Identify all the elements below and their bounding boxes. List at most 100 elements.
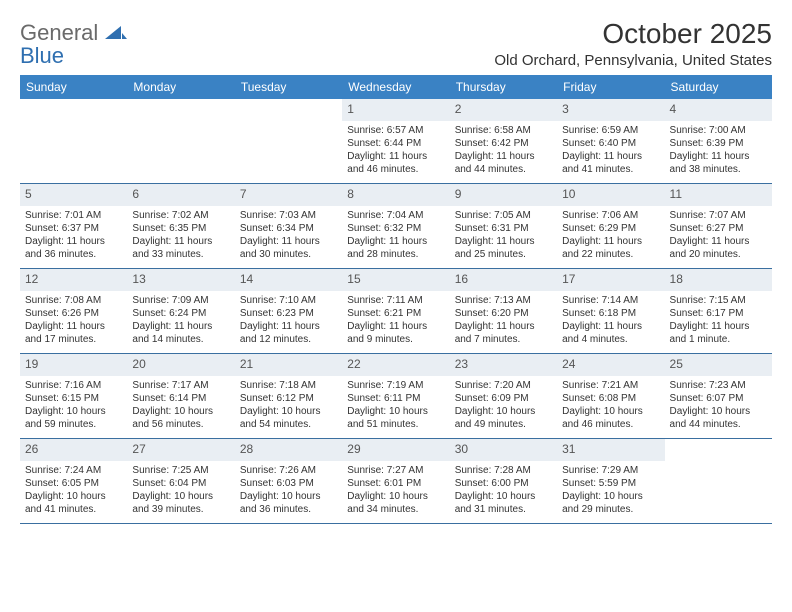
sunset-text: Sunset: 6:11 PM [347,392,444,405]
day-number: 6 [127,184,234,206]
day-number: 15 [342,269,449,291]
week-row: 1Sunrise: 6:57 AMSunset: 6:44 PMDaylight… [20,99,772,184]
sunrise-text: Sunrise: 7:02 AM [132,209,229,222]
sunrise-text: Sunrise: 6:57 AM [347,124,444,137]
dow-cell: Tuesday [235,75,342,99]
logo-text-blue: Blue [20,43,64,68]
day-cell: 19Sunrise: 7:16 AMSunset: 6:15 PMDayligh… [20,354,127,438]
daylight-text: Daylight: 10 hours and 59 minutes. [25,405,122,431]
day-number: 21 [235,354,342,376]
sunset-text: Sunset: 6:04 PM [132,477,229,490]
day-cell: 25Sunrise: 7:23 AMSunset: 6:07 PMDayligh… [665,354,772,438]
daylight-text: Daylight: 11 hours and 7 minutes. [455,320,552,346]
day-number: 20 [127,354,234,376]
logo-sail-icon [105,26,127,40]
sunrise-text: Sunrise: 7:03 AM [240,209,337,222]
weeks-container: 1Sunrise: 6:57 AMSunset: 6:44 PMDaylight… [20,99,772,524]
sunset-text: Sunset: 6:20 PM [455,307,552,320]
sunrise-text: Sunrise: 7:00 AM [670,124,767,137]
day-number: 23 [450,354,557,376]
day-number: 24 [557,354,664,376]
daylight-text: Daylight: 11 hours and 25 minutes. [455,235,552,261]
daylight-text: Daylight: 11 hours and 9 minutes. [347,320,444,346]
sunset-text: Sunset: 6:42 PM [455,137,552,150]
sunset-text: Sunset: 6:21 PM [347,307,444,320]
sunset-text: Sunset: 6:40 PM [562,137,659,150]
dow-cell: Friday [557,75,664,99]
day-cell: 31Sunrise: 7:29 AMSunset: 5:59 PMDayligh… [557,439,664,523]
sunrise-text: Sunrise: 7:27 AM [347,464,444,477]
sunrise-text: Sunrise: 7:15 AM [670,294,767,307]
sunset-text: Sunset: 6:35 PM [132,222,229,235]
sunset-text: Sunset: 6:44 PM [347,137,444,150]
daylight-text: Daylight: 11 hours and 12 minutes. [240,320,337,346]
sunset-text: Sunset: 6:23 PM [240,307,337,320]
day-number: 28 [235,439,342,461]
sunrise-text: Sunrise: 7:23 AM [670,379,767,392]
logo-text-block: General Blue [20,22,127,68]
day-number: 26 [20,439,127,461]
day-number: 13 [127,269,234,291]
sunrise-text: Sunrise: 7:08 AM [25,294,122,307]
day-cell: 11Sunrise: 7:07 AMSunset: 6:27 PMDayligh… [665,184,772,268]
sunrise-text: Sunrise: 7:18 AM [240,379,337,392]
day-number: 19 [20,354,127,376]
sunrise-text: Sunrise: 7:13 AM [455,294,552,307]
sunset-text: Sunset: 6:08 PM [562,392,659,405]
daylight-text: Daylight: 11 hours and 41 minutes. [562,150,659,176]
sunrise-text: Sunrise: 7:06 AM [562,209,659,222]
day-cell: 23Sunrise: 7:20 AMSunset: 6:09 PMDayligh… [450,354,557,438]
sunrise-text: Sunrise: 7:09 AM [132,294,229,307]
daylight-text: Daylight: 11 hours and 20 minutes. [670,235,767,261]
daylight-text: Daylight: 10 hours and 39 minutes. [132,490,229,516]
sunset-text: Sunset: 6:12 PM [240,392,337,405]
sunrise-text: Sunrise: 7:04 AM [347,209,444,222]
sunrise-text: Sunrise: 7:29 AM [562,464,659,477]
day-number: 8 [342,184,449,206]
day-number: 14 [235,269,342,291]
sunset-text: Sunset: 6:18 PM [562,307,659,320]
day-number: 4 [665,99,772,121]
day-number: 12 [20,269,127,291]
day-number: 1 [342,99,449,121]
sunset-text: Sunset: 6:14 PM [132,392,229,405]
sunrise-text: Sunrise: 7:07 AM [670,209,767,222]
day-cell [20,99,127,183]
sunset-text: Sunset: 6:29 PM [562,222,659,235]
daylight-text: Daylight: 11 hours and 44 minutes. [455,150,552,176]
sunset-text: Sunset: 6:26 PM [25,307,122,320]
daylight-text: Daylight: 11 hours and 46 minutes. [347,150,444,176]
title-block: October 2025 Old Orchard, Pennsylvania, … [494,18,772,69]
daylight-text: Daylight: 10 hours and 41 minutes. [25,490,122,516]
day-cell: 5Sunrise: 7:01 AMSunset: 6:37 PMDaylight… [20,184,127,268]
sunset-text: Sunset: 6:00 PM [455,477,552,490]
day-cell: 13Sunrise: 7:09 AMSunset: 6:24 PMDayligh… [127,269,234,353]
day-number: 3 [557,99,664,121]
week-row: 5Sunrise: 7:01 AMSunset: 6:37 PMDaylight… [20,184,772,269]
day-cell: 21Sunrise: 7:18 AMSunset: 6:12 PMDayligh… [235,354,342,438]
day-cell: 10Sunrise: 7:06 AMSunset: 6:29 PMDayligh… [557,184,664,268]
day-cell: 6Sunrise: 7:02 AMSunset: 6:35 PMDaylight… [127,184,234,268]
day-cell: 27Sunrise: 7:25 AMSunset: 6:04 PMDayligh… [127,439,234,523]
day-cell: 15 Sunrise: 7:11 AMSunset: 6:21 PMDayligh… [342,269,449,353]
day-cell [235,99,342,183]
sunrise-text: Sunrise: 7:21 AM [562,379,659,392]
sunrise-text: Sunrise: 7:16 AM [25,379,122,392]
daylight-text: Daylight: 10 hours and 31 minutes. [455,490,552,516]
week-row: 26Sunrise: 7:24 AMSunset: 6:05 PMDayligh… [20,439,772,524]
daylight-text: Daylight: 10 hours and 44 minutes. [670,405,767,431]
day-cell: 8Sunrise: 7:04 AMSunset: 6:32 PMDaylight… [342,184,449,268]
day-cell: 1 Sunrise: 6:57 AMSunset: 6:44 PMDaylight… [342,99,449,183]
sunset-text: Sunset: 6:05 PM [25,477,122,490]
day-cell: 26Sunrise: 7:24 AMSunset: 6:05 PMDayligh… [20,439,127,523]
daylight-text: Daylight: 10 hours and 29 minutes. [562,490,659,516]
day-cell: 20Sunrise: 7:17 AMSunset: 6:14 PMDayligh… [127,354,234,438]
day-cell: 22Sunrise: 7:19 AMSunset: 6:11 PMDayligh… [342,354,449,438]
day-cell: 7Sunrise: 7:03 AMSunset: 6:34 PMDaylight… [235,184,342,268]
daylight-text: Daylight: 10 hours and 36 minutes. [240,490,337,516]
daylight-text: Daylight: 10 hours and 51 minutes. [347,405,444,431]
sunrise-text: Sunrise: 7:11 AM [347,294,444,307]
day-cell: 24Sunrise: 7:21 AMSunset: 6:08 PMDayligh… [557,354,664,438]
day-cell: 2Sunrise: 6:58 AMSunset: 6:42 PMDaylight… [450,99,557,183]
sunrise-text: Sunrise: 7:10 AM [240,294,337,307]
